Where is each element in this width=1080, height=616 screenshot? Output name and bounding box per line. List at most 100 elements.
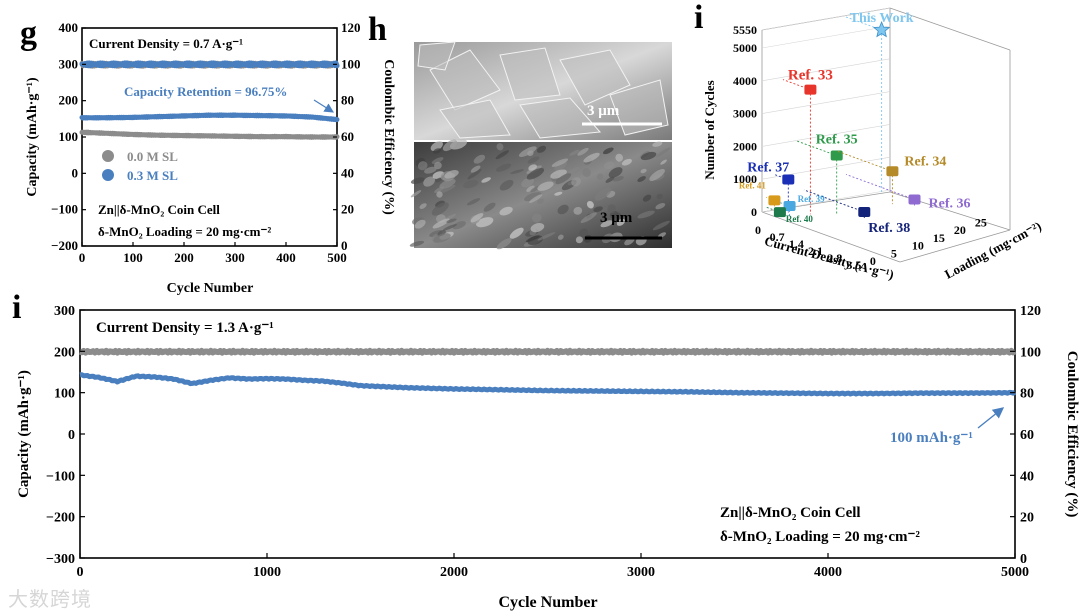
- g-legend-label-1: 0.3 M SL: [127, 168, 178, 183]
- panel-label-i-top: i: [694, 0, 703, 36]
- sem-grain-0: [537, 198, 545, 204]
- sem-bottom-texture: [409, 139, 671, 250]
- sem-grain-37: [431, 157, 444, 165]
- sem-grain-51: [496, 238, 512, 250]
- sem-grain-105: [499, 179, 514, 191]
- i3d-xtick-label-2: 1.4: [789, 237, 804, 251]
- sem-grain-71: [637, 210, 655, 219]
- sem-grain-136: [530, 223, 545, 233]
- sem-grain-60: [424, 166, 437, 174]
- g-ytick-right-label-3: 60: [341, 129, 354, 144]
- i3d-label-7: Ref. 39: [798, 194, 825, 204]
- i3d-ztick-label-1: 5: [891, 246, 897, 260]
- i3d-ztick-label-4: 20: [954, 223, 966, 237]
- sem-grain-103: [605, 176, 615, 183]
- panel-g-chart: 0 100 200 300 400 500 −200 −100 0 100 200 300 400 0 20…: [25, 20, 396, 296]
- sem-grain-115: [432, 218, 450, 229]
- sem-grain-132: [594, 187, 612, 201]
- i3d-ytick-label-2: 2000: [733, 139, 757, 153]
- sem-grain-112: [444, 170, 459, 179]
- i3d-label-4: Ref. 37: [747, 161, 789, 176]
- sem-grain-108: [537, 181, 554, 191]
- sem-grain-99: [615, 153, 624, 162]
- g-current-density: Current Density = 0.7 A·g⁻¹: [89, 36, 243, 51]
- g-ytick-label-2: 0: [72, 165, 79, 180]
- sem-grain-44: [481, 177, 491, 183]
- i3d-point-3: [886, 166, 899, 177]
- g-ytick-right-label-4: 80: [341, 93, 354, 108]
- i3d-gridlines: [761, 7, 891, 213]
- ib-ytick-label-0: −300: [46, 552, 75, 567]
- i3d-point-7: [783, 201, 796, 212]
- ib-xtick-label-4: 4000: [814, 565, 842, 580]
- g-ytick-label-4: 200: [59, 93, 79, 108]
- i3d-grid-y-3: [761, 91, 891, 114]
- i3d-ytick-label-5: 5000: [733, 41, 757, 55]
- ib-ytick-label-5: 200: [54, 345, 75, 360]
- sem-grain-118: [660, 159, 667, 165]
- i3d-hline-5: [845, 174, 915, 200]
- sem-grain-75: [470, 213, 484, 223]
- i3d-xtick-label-1: 0.7: [770, 230, 785, 244]
- sem-grain-76: [442, 139, 458, 152]
- sem-grain-104: [510, 169, 524, 175]
- sem-grain-80: [649, 168, 665, 182]
- g-ytick-right-label-0: 0: [341, 238, 348, 253]
- panel-label-g: g: [20, 15, 37, 52]
- sem-grain-120: [483, 202, 496, 212]
- i3d-xtick-label-0: 0: [755, 223, 761, 237]
- g-ytick-label-6: 400: [59, 20, 79, 35]
- g-ytick-label-0: −200: [51, 238, 78, 253]
- ib-ytick-label-3: 0: [68, 428, 75, 443]
- sem-grain-79: [436, 191, 443, 198]
- sem-grain-84: [652, 141, 663, 147]
- g-xtick-label-4: 400: [276, 250, 296, 265]
- sem-grain-131: [419, 203, 427, 210]
- g-ytick-right-label-5: 100: [341, 56, 361, 71]
- g-ylabel: Capacity (mAh·g⁻¹): [25, 77, 40, 197]
- ib-plot-frame: [79, 309, 1016, 559]
- sem-grain-128: [537, 232, 556, 241]
- ib-ytick-label-1: −200: [46, 511, 75, 526]
- sem-grain-124: [531, 213, 542, 223]
- i3d-label-5: Ref. 36: [929, 196, 971, 211]
- sem-grain-21: [467, 169, 482, 180]
- sem-scale-text-bottom: 3 μm: [600, 210, 633, 226]
- sem-grain-114: [551, 158, 569, 167]
- sem-grain-43: [434, 161, 442, 170]
- g-retention: Capacity Retention = 96.75%: [124, 84, 287, 99]
- g-retention-arrow: [313, 99, 335, 113]
- i3d-grid-y-2: [761, 124, 891, 147]
- g-series-3: [79, 60, 340, 69]
- i3d-point-5: [908, 194, 921, 205]
- sem-grain-74: [409, 240, 425, 247]
- sem-grain-106: [655, 147, 671, 158]
- i3d-xtick-label-4: 2.8: [827, 251, 842, 265]
- sem-grain-83: [612, 176, 624, 182]
- g-legend-marker-0: [102, 150, 114, 162]
- sem-grain-15: [410, 177, 425, 184]
- i3d-ytick-label-4: 4000: [733, 74, 757, 88]
- ib-ytick-right-label-4: 80: [1020, 387, 1034, 402]
- panel-label-i-bottom: i: [12, 289, 21, 326]
- sem-grain-25: [433, 148, 442, 154]
- sem-grain-125: [640, 151, 657, 161]
- sem-grain-34: [656, 193, 663, 200]
- ib-ytick-label-2: −100: [46, 469, 75, 484]
- sem-grain-88: [530, 185, 541, 193]
- sem-grain-98: [608, 167, 623, 178]
- sem-grain-68: [596, 173, 604, 180]
- i3d-grid-y-6: [761, 7, 891, 31]
- i3d-label-6: Ref. 38: [868, 221, 910, 236]
- sem-grain-22: [569, 149, 580, 156]
- i3d-ztick-label-5: 25: [975, 215, 987, 229]
- sem-grain-53: [554, 161, 567, 171]
- sem-grain-41: [496, 163, 512, 172]
- panel-label-h: h: [368, 11, 387, 48]
- sem-grain-86: [550, 169, 567, 179]
- sem-grain-38: [496, 143, 504, 151]
- i3d-ztick-label-2: 10: [912, 239, 924, 253]
- sem-scale-text-top: 3 μm: [587, 103, 620, 119]
- ib-ytick-label-6: 300: [54, 304, 75, 319]
- sem-grain-67: [602, 147, 614, 155]
